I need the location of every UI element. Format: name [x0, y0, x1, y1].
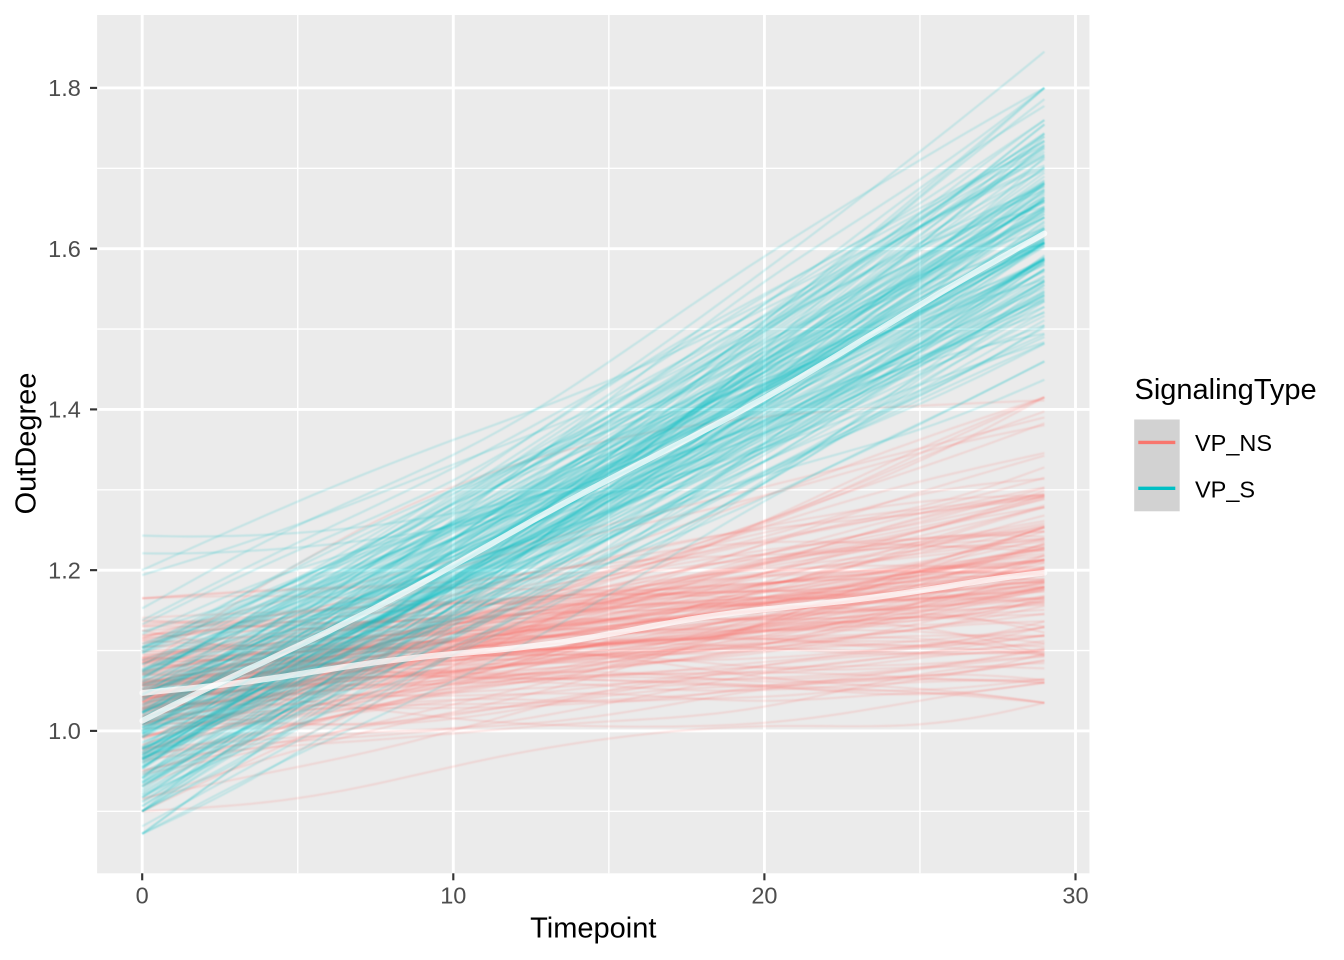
svg-text:1.4: 1.4 — [48, 397, 81, 423]
svg-text:30: 30 — [1062, 883, 1088, 909]
svg-text:1.0: 1.0 — [48, 718, 81, 744]
svg-text:SignalingType: SignalingType — [1135, 374, 1317, 406]
svg-text:Timepoint: Timepoint — [530, 913, 656, 945]
svg-text:0: 0 — [136, 883, 149, 909]
svg-text:OutDegree: OutDegree — [11, 373, 43, 515]
svg-text:1.8: 1.8 — [48, 75, 81, 101]
svg-text:VP_NS: VP_NS — [1195, 430, 1272, 456]
svg-text:10: 10 — [440, 883, 466, 909]
svg-text:20: 20 — [751, 883, 777, 909]
svg-text:VP_S: VP_S — [1195, 476, 1255, 502]
svg-text:1.2: 1.2 — [48, 557, 81, 583]
svg-text:1.6: 1.6 — [48, 236, 81, 262]
